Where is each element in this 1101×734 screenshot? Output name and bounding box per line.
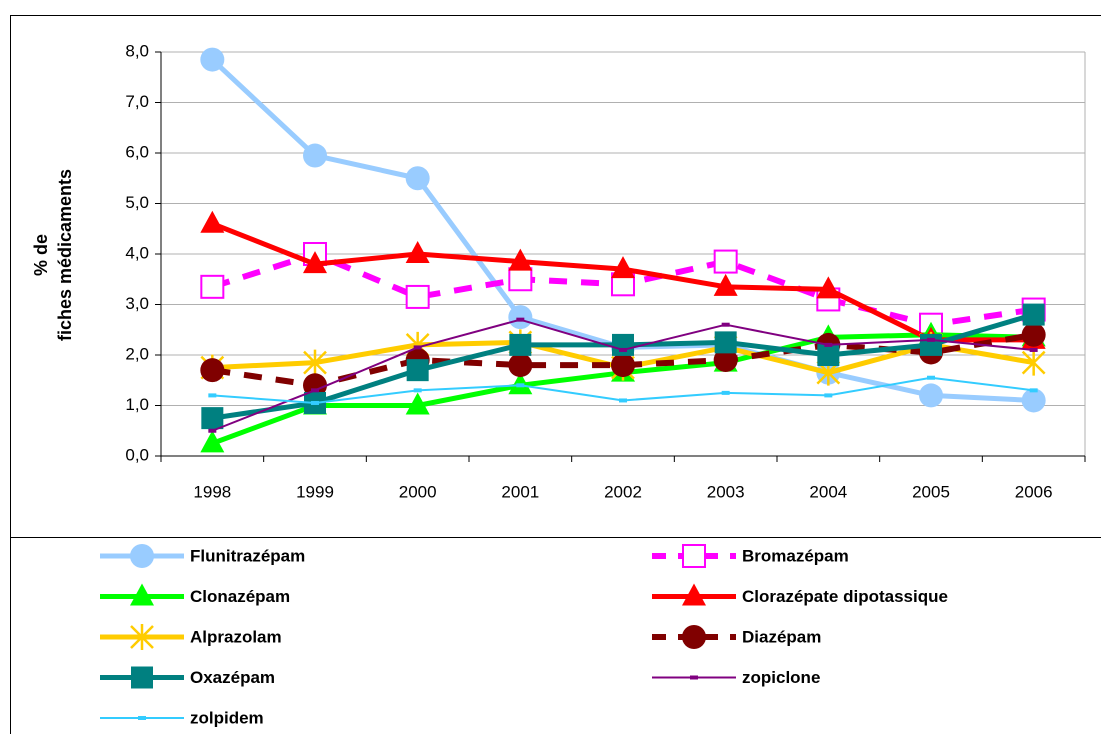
x-tick-label: 2002 xyxy=(604,482,642,501)
marker xyxy=(405,241,430,263)
series xyxy=(208,375,1038,405)
y-axis-title: fiches médicaments xyxy=(55,169,75,341)
legend-text: Alprazolam xyxy=(190,627,282,646)
marker xyxy=(713,273,738,296)
x-tick-label: 1998 xyxy=(193,482,231,501)
marker xyxy=(200,47,225,72)
marker xyxy=(405,284,430,309)
y-tick-label: 2,0 xyxy=(125,344,149,363)
marker xyxy=(1021,322,1046,347)
legend-text: zolpidem xyxy=(190,708,264,727)
legend-text: Clorazépate dipotassique xyxy=(742,587,948,606)
y-tick-label: 6,0 xyxy=(125,142,149,161)
marker xyxy=(1022,303,1045,326)
legend-entry: zolpidem xyxy=(100,708,264,727)
marker xyxy=(612,333,634,356)
marker xyxy=(200,358,225,383)
marker xyxy=(508,353,533,378)
x-tick-label: 1999 xyxy=(296,482,334,501)
x-tick-label: 2004 xyxy=(809,482,847,501)
x-tick-label: 2006 xyxy=(1015,482,1053,501)
legend-entry: Diazépam xyxy=(652,625,821,649)
y-tick-label: 7,0 xyxy=(125,92,149,111)
x-tick-label: 2003 xyxy=(707,482,745,501)
y-axis-title: % de xyxy=(31,234,51,276)
marker xyxy=(509,333,532,356)
marker xyxy=(303,373,327,398)
legend-marker xyxy=(682,544,706,568)
legend-text: Bromazépam xyxy=(742,546,849,565)
marker xyxy=(201,407,224,430)
legend-entry: Flunitrazépam xyxy=(100,544,305,568)
marker xyxy=(611,353,635,378)
y-tick-label: 3,0 xyxy=(125,294,149,313)
legend-marker xyxy=(682,625,706,649)
x-tick-label: 2001 xyxy=(501,482,539,501)
marker xyxy=(817,344,840,366)
marker xyxy=(1021,349,1046,376)
y-tick-label: 1,0 xyxy=(125,395,149,414)
legend-text: Diazépam xyxy=(742,627,821,646)
marker xyxy=(1021,388,1046,413)
marker xyxy=(303,143,327,168)
marker xyxy=(611,256,635,279)
marker xyxy=(200,430,225,453)
marker xyxy=(508,248,533,271)
y-tick-label: 8,0 xyxy=(125,41,149,60)
marker xyxy=(508,267,533,292)
y-tick-label: 4,0 xyxy=(125,243,149,262)
marker xyxy=(919,383,943,408)
series xyxy=(208,317,1038,433)
marker xyxy=(303,349,327,376)
marker xyxy=(200,274,225,299)
marker xyxy=(713,348,738,373)
legend-entry: zopiclone xyxy=(652,668,820,687)
marker xyxy=(816,276,841,299)
legend-border xyxy=(10,537,1101,734)
marker xyxy=(303,251,327,274)
legend-marker xyxy=(130,624,154,650)
marker xyxy=(200,210,225,233)
legend-text: Flunitrazépam xyxy=(190,546,305,565)
marker xyxy=(508,305,533,330)
legend-entry: Clonazépam xyxy=(100,583,290,606)
legend-text: Clonazépam xyxy=(190,587,290,606)
marker xyxy=(713,249,738,274)
marker xyxy=(920,333,942,356)
x-tick-label: 2005 xyxy=(912,482,950,501)
legend-entry: Clorazépate dipotassique xyxy=(652,583,948,606)
legend-marker xyxy=(130,544,154,568)
marker xyxy=(714,331,737,354)
y-tick-label: 0,0 xyxy=(125,445,149,464)
marker xyxy=(405,166,430,191)
series xyxy=(200,242,1046,337)
legend-entry: Oxazépam xyxy=(100,666,275,689)
legend-entry: Alprazolam xyxy=(100,624,282,650)
legend-marker xyxy=(130,583,154,606)
x-tick-label: 2000 xyxy=(399,482,437,501)
marker xyxy=(406,359,429,382)
legend-marker xyxy=(682,583,706,606)
y-tick-label: 5,0 xyxy=(125,193,149,212)
legend-entry: Bromazépam xyxy=(652,544,849,568)
legend-marker xyxy=(131,666,153,689)
legend-text: zopiclone xyxy=(742,668,820,687)
legend-text: Oxazépam xyxy=(190,668,275,687)
marker xyxy=(405,392,430,415)
